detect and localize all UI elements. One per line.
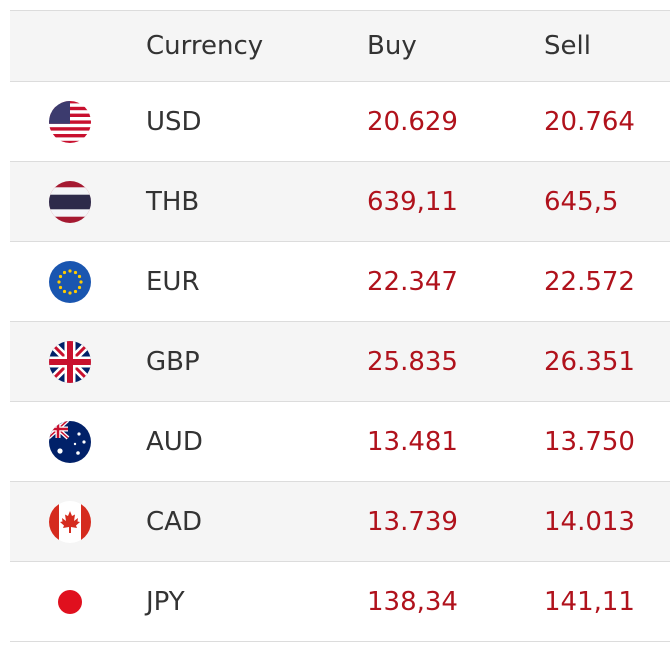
currency-code: GBP [146, 346, 200, 377]
table-row: CAD 13.739 14.013 [10, 482, 670, 562]
table-row: USD 20.629 20.764 [10, 82, 670, 162]
header-sell: Sell [544, 31, 591, 61]
buy-rate: 13.739 [367, 506, 458, 537]
table-row: JPY 138,34 141,11 [10, 562, 670, 642]
buy-rate: 25.835 [367, 346, 458, 377]
currency-code: JPY [146, 586, 185, 617]
buy-rate: 138,34 [367, 586, 458, 617]
table-row: EUR 22.347 22.572 [10, 242, 670, 322]
sell-rate: 645,5 [544, 186, 619, 217]
table-row: AUD 13.481 13.750 [10, 402, 670, 482]
exchange-rate-table: Currency Buy Sell USD 20 [10, 10, 670, 642]
uk-flag-icon [49, 340, 91, 383]
sell-rate: 22.572 [544, 266, 635, 297]
sell-rate: 14.013 [544, 506, 635, 537]
currency-code: AUD [146, 426, 203, 457]
buy-rate: 22.347 [367, 266, 458, 297]
currency-code: CAD [146, 506, 202, 537]
table-row: THB 639,11 645,5 [10, 162, 670, 242]
buy-rate: 639,11 [367, 186, 458, 217]
thailand-flag-icon [49, 180, 91, 223]
buy-rate: 20.629 [367, 106, 458, 137]
sell-rate: 20.764 [544, 106, 635, 137]
header-flag [10, 11, 130, 81]
currency-code: USD [146, 106, 202, 137]
buy-rate: 13.481 [367, 426, 458, 457]
table-row: GBP 25.835 26.351 [10, 322, 670, 402]
australia-flag-icon [49, 420, 91, 463]
us-flag-icon [49, 100, 91, 143]
japan-flag-icon [49, 580, 91, 623]
sell-rate: 13.750 [544, 426, 635, 457]
canada-flag-icon [49, 500, 91, 543]
header-currency: Currency [146, 31, 264, 61]
sell-rate: 141,11 [544, 586, 635, 617]
header-buy: Buy [367, 31, 417, 61]
sell-rate: 26.351 [544, 346, 635, 377]
currency-code: THB [146, 186, 200, 217]
currency-code: EUR [146, 266, 200, 297]
eu-flag-icon [49, 260, 91, 303]
table-header: Currency Buy Sell [10, 10, 670, 82]
